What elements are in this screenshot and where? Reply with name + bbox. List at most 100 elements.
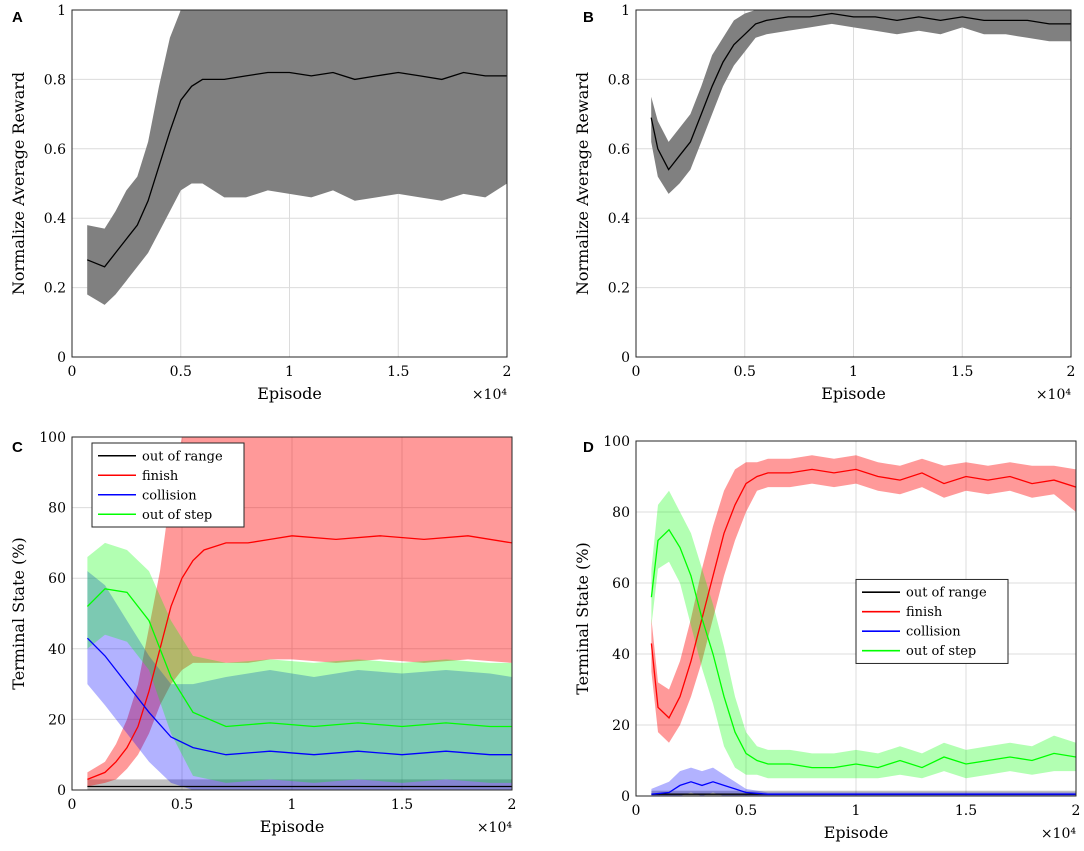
panel-b-axes-box [635,9,1072,358]
panel-d-band-collision [651,767,1076,796]
panel-c-ytick-label: 0 [57,783,66,799]
panel-b-grid [635,9,1072,358]
panel-c-xtick-label: 0.5 [171,797,193,813]
panel-a-xlabel: Episode [257,384,322,403]
panel-d-ytick-label: 40 [612,647,630,663]
panel-a-ytick-label: 0.8 [44,72,66,88]
panel-c-axes-box [71,436,513,791]
panel-d-line-out-of-step [650,528,1076,769]
panel-a: 0 0.5 1 1.5 2 0 0.2 0.4 0.6 0.8 1 Episode Normalize … [9,3,511,403]
panel-a-axes-box [71,9,508,358]
panel-d-legend-label-finish: finish [906,605,943,620]
panel-b-letter: B [583,9,594,26]
panel-d-legend-label-out-of-step: out of step [906,644,976,659]
panel-a-ytick-label: 0.6 [44,142,66,158]
panel-a-ylabel: Normalize Average Reward [9,72,28,295]
panel-d-plot-area [650,455,1076,796]
panel-b-ytick-label: 1 [621,3,630,19]
panel-d-axes-box [635,440,1077,797]
panel-d-band-out-of-step [651,490,1076,779]
panel-c-xtick-label: 1 [288,797,297,813]
panel-c-legend-box [91,442,245,528]
panel-c-legend-label-finish: finish [142,469,179,484]
panel-d-ytick-label: 0 [621,789,630,805]
panel-b-ytick-label: 0.6 [608,142,630,158]
panel-c-legend-label-collision: collision [142,488,197,503]
panel-b-ytick-label: 0.8 [608,72,630,88]
panel-a-ytick-label: 1 [57,3,66,19]
panel-b-plot-area [650,10,1071,194]
panel-b-ytick-label: 0.2 [608,281,630,297]
panel-a-ytick-label: 0.4 [44,211,66,227]
panel-b-ytick-label: 0 [621,350,630,366]
panel-b-ylabel: Normalize Average Reward [573,72,592,295]
panel-d-letter: D [583,439,594,456]
panel-c-legend: out of range finish collision out of step [91,442,245,528]
panel-b-xtick-label: 1.5 [951,364,973,380]
panel-b-line-mean [650,12,1071,171]
panel-d-xtick-label: 1.5 [955,803,977,819]
panel-d-legend-box [855,578,1009,664]
panel-b-xtick-label: 0.5 [734,364,756,380]
panel-c-legend-label-out-of-range: out of range [142,449,223,464]
panel-a-ytick-label: 0 [57,350,66,366]
panel-c-xlabel: Episode [260,817,325,836]
panel-c-xtick-label: 2 [508,797,517,813]
panel-d-line-finish [650,468,1076,719]
panel-d-legend-label-out-of-range: out of range [906,586,987,601]
panel-a-xtick-label: 1.5 [387,364,409,380]
panel-a-band-mean [87,10,507,305]
panel-c-band-out-of-step [87,542,512,783]
panel-d-xtick-label: 0.5 [735,803,757,819]
panel-b-band-mean [651,10,1071,194]
panel-b-xtick-label: 2 [1067,364,1076,380]
panel-c-ytick-label: 40 [48,642,66,658]
panel-d-ylabel: Terminal State (%) [573,542,592,694]
panel-a-ytick-label: 0.2 [44,281,66,297]
panel-d-xlabel: Episode [824,823,889,842]
panel-b-ytick-label: 0.4 [608,211,630,227]
panel-b: 0 0.5 1 1.5 2 0 0.2 0.4 0.6 0.8 1 Episode Normalize … [573,3,1075,403]
panel-a-x-multiplier: ×10⁴ [472,387,508,403]
panel-c-xtick-label: 0 [68,797,77,813]
panel-d-ytick-label: 80 [612,505,630,521]
panel-c-line-finish [87,535,512,781]
panel-c-ytick-label: 60 [48,571,66,587]
panel-c-band-collision [87,571,512,790]
panel-b-xtick-label: 1 [849,364,858,380]
panel-a-xtick-label: 1 [285,364,294,380]
panel-d-xtick-label: 2 [1072,803,1081,819]
panel-d-legend: out of range finish collision out of step [855,578,1009,664]
panel-c-letter: C [12,439,23,456]
panel-d-legend-label-collision: collision [906,625,961,640]
panel-c-legend-label-out-of-step: out of step [142,508,212,523]
panel-a-xtick-label: 0 [68,364,77,380]
panel-d-xtick-label: 0 [632,803,641,819]
panel-c-band-out-of-range [87,779,512,790]
panel-c-ytick-label: 100 [39,430,66,446]
panel-c-line-out-of-step [86,588,512,728]
panel-a-line-mean [86,71,507,268]
panel-a-xtick-label: 0.5 [170,364,192,380]
panel-c-ylabel: Terminal State (%) [9,537,28,689]
panel-d-ytick-label: 60 [612,576,630,592]
panel-c-line-collision [86,637,512,756]
panel-c-x-multiplier: ×10⁴ [477,820,513,836]
panel-c-ytick-label: 20 [48,712,66,728]
panel-b-xlabel: Episode [821,384,886,403]
panel-c-xtick-label: 1.5 [391,797,413,813]
panel-d-x-multiplier: ×10⁴ [1041,826,1077,842]
panel-a-letter: A [12,9,23,26]
panel-a-xtick-label: 2 [503,364,512,380]
panel-a-plot-area [86,10,507,305]
panel-d-line-collision [651,781,1076,795]
panel-c-ytick-label: 80 [48,501,66,517]
panel-b-xtick-label: 0 [632,364,641,380]
panel-b-x-multiplier: ×10⁴ [1036,387,1072,403]
panel-d-ytick-label: 100 [603,434,630,450]
panel-d-ytick-label: 20 [612,718,630,734]
panel-d-xtick-label: 1 [852,803,861,819]
